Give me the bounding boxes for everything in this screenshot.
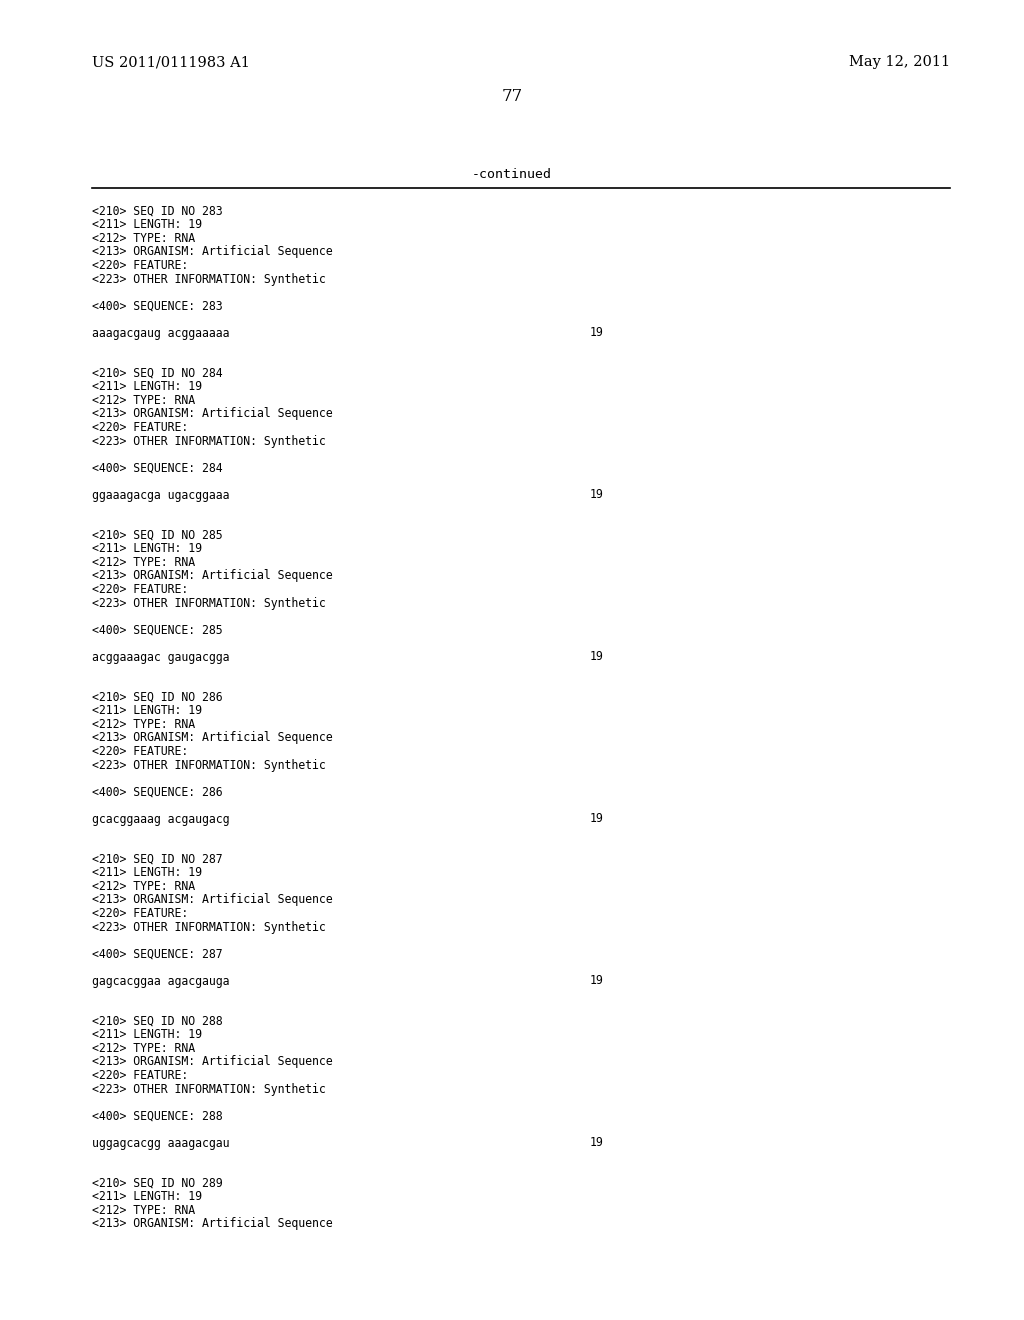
Text: -continued: -continued — [472, 168, 552, 181]
Text: <210> SEQ ID NO 287: <210> SEQ ID NO 287 — [92, 853, 222, 866]
Text: <223> OTHER INFORMATION: Synthetic: <223> OTHER INFORMATION: Synthetic — [92, 597, 326, 610]
Text: <211> LENGTH: 19: <211> LENGTH: 19 — [92, 380, 202, 393]
Text: <210> SEQ ID NO 284: <210> SEQ ID NO 284 — [92, 367, 222, 380]
Text: 19: 19 — [590, 488, 604, 502]
Text: <212> TYPE: RNA: <212> TYPE: RNA — [92, 718, 196, 731]
Text: <212> TYPE: RNA: <212> TYPE: RNA — [92, 880, 196, 894]
Text: US 2011/0111983 A1: US 2011/0111983 A1 — [92, 55, 250, 69]
Text: <223> OTHER INFORMATION: Synthetic: <223> OTHER INFORMATION: Synthetic — [92, 272, 326, 285]
Text: <212> TYPE: RNA: <212> TYPE: RNA — [92, 1204, 196, 1217]
Text: <211> LENGTH: 19: <211> LENGTH: 19 — [92, 705, 202, 718]
Text: <212> TYPE: RNA: <212> TYPE: RNA — [92, 1041, 196, 1055]
Text: 19: 19 — [590, 326, 604, 339]
Text: <400> SEQUENCE: 288: <400> SEQUENCE: 288 — [92, 1110, 222, 1122]
Text: acggaaagac gaugacgga: acggaaagac gaugacgga — [92, 651, 229, 664]
Text: gcacggaaag acgaugacg: gcacggaaag acgaugacg — [92, 813, 229, 825]
Text: <220> FEATURE:: <220> FEATURE: — [92, 744, 188, 758]
Text: <220> FEATURE:: <220> FEATURE: — [92, 259, 188, 272]
Text: <210> SEQ ID NO 286: <210> SEQ ID NO 286 — [92, 690, 222, 704]
Text: gagcacggaa agacgauga: gagcacggaa agacgauga — [92, 974, 229, 987]
Text: 19: 19 — [590, 974, 604, 987]
Text: <400> SEQUENCE: 283: <400> SEQUENCE: 283 — [92, 300, 222, 313]
Text: uggagcacgg aaagacgau: uggagcacgg aaagacgau — [92, 1137, 229, 1150]
Text: ggaaagacga ugacggaaa: ggaaagacga ugacggaaa — [92, 488, 229, 502]
Text: <223> OTHER INFORMATION: Synthetic: <223> OTHER INFORMATION: Synthetic — [92, 759, 326, 771]
Text: 19: 19 — [590, 1137, 604, 1150]
Text: <211> LENGTH: 19: <211> LENGTH: 19 — [92, 1028, 202, 1041]
Text: <212> TYPE: RNA: <212> TYPE: RNA — [92, 393, 196, 407]
Text: <210> SEQ ID NO 289: <210> SEQ ID NO 289 — [92, 1177, 222, 1191]
Text: <211> LENGTH: 19: <211> LENGTH: 19 — [92, 543, 202, 556]
Text: <213> ORGANISM: Artificial Sequence: <213> ORGANISM: Artificial Sequence — [92, 408, 333, 421]
Text: <220> FEATURE:: <220> FEATURE: — [92, 907, 188, 920]
Text: <210> SEQ ID NO 288: <210> SEQ ID NO 288 — [92, 1015, 222, 1028]
Text: aaagacgaug acggaaaaa: aaagacgaug acggaaaaa — [92, 326, 229, 339]
Text: <210> SEQ ID NO 283: <210> SEQ ID NO 283 — [92, 205, 222, 218]
Text: <223> OTHER INFORMATION: Synthetic: <223> OTHER INFORMATION: Synthetic — [92, 434, 326, 447]
Text: <400> SEQUENCE: 284: <400> SEQUENCE: 284 — [92, 462, 222, 474]
Text: <211> LENGTH: 19: <211> LENGTH: 19 — [92, 866, 202, 879]
Text: <211> LENGTH: 19: <211> LENGTH: 19 — [92, 1191, 202, 1204]
Text: <220> FEATURE:: <220> FEATURE: — [92, 421, 188, 434]
Text: <400> SEQUENCE: 287: <400> SEQUENCE: 287 — [92, 948, 222, 961]
Text: <400> SEQUENCE: 286: <400> SEQUENCE: 286 — [92, 785, 222, 799]
Text: <213> ORGANISM: Artificial Sequence: <213> ORGANISM: Artificial Sequence — [92, 894, 333, 907]
Text: <220> FEATURE:: <220> FEATURE: — [92, 1069, 188, 1082]
Text: <212> TYPE: RNA: <212> TYPE: RNA — [92, 232, 196, 246]
Text: <223> OTHER INFORMATION: Synthetic: <223> OTHER INFORMATION: Synthetic — [92, 920, 326, 933]
Text: <213> ORGANISM: Artificial Sequence: <213> ORGANISM: Artificial Sequence — [92, 1056, 333, 1068]
Text: <213> ORGANISM: Artificial Sequence: <213> ORGANISM: Artificial Sequence — [92, 1217, 333, 1230]
Text: 19: 19 — [590, 651, 604, 664]
Text: <220> FEATURE:: <220> FEATURE: — [92, 583, 188, 597]
Text: <213> ORGANISM: Artificial Sequence: <213> ORGANISM: Artificial Sequence — [92, 246, 333, 259]
Text: <223> OTHER INFORMATION: Synthetic: <223> OTHER INFORMATION: Synthetic — [92, 1082, 326, 1096]
Text: <400> SEQUENCE: 285: <400> SEQUENCE: 285 — [92, 623, 222, 636]
Text: May 12, 2011: May 12, 2011 — [849, 55, 950, 69]
Text: <212> TYPE: RNA: <212> TYPE: RNA — [92, 556, 196, 569]
Text: 77: 77 — [502, 88, 522, 106]
Text: <211> LENGTH: 19: <211> LENGTH: 19 — [92, 219, 202, 231]
Text: 19: 19 — [590, 813, 604, 825]
Text: <213> ORGANISM: Artificial Sequence: <213> ORGANISM: Artificial Sequence — [92, 569, 333, 582]
Text: <210> SEQ ID NO 285: <210> SEQ ID NO 285 — [92, 529, 222, 543]
Text: <213> ORGANISM: Artificial Sequence: <213> ORGANISM: Artificial Sequence — [92, 731, 333, 744]
